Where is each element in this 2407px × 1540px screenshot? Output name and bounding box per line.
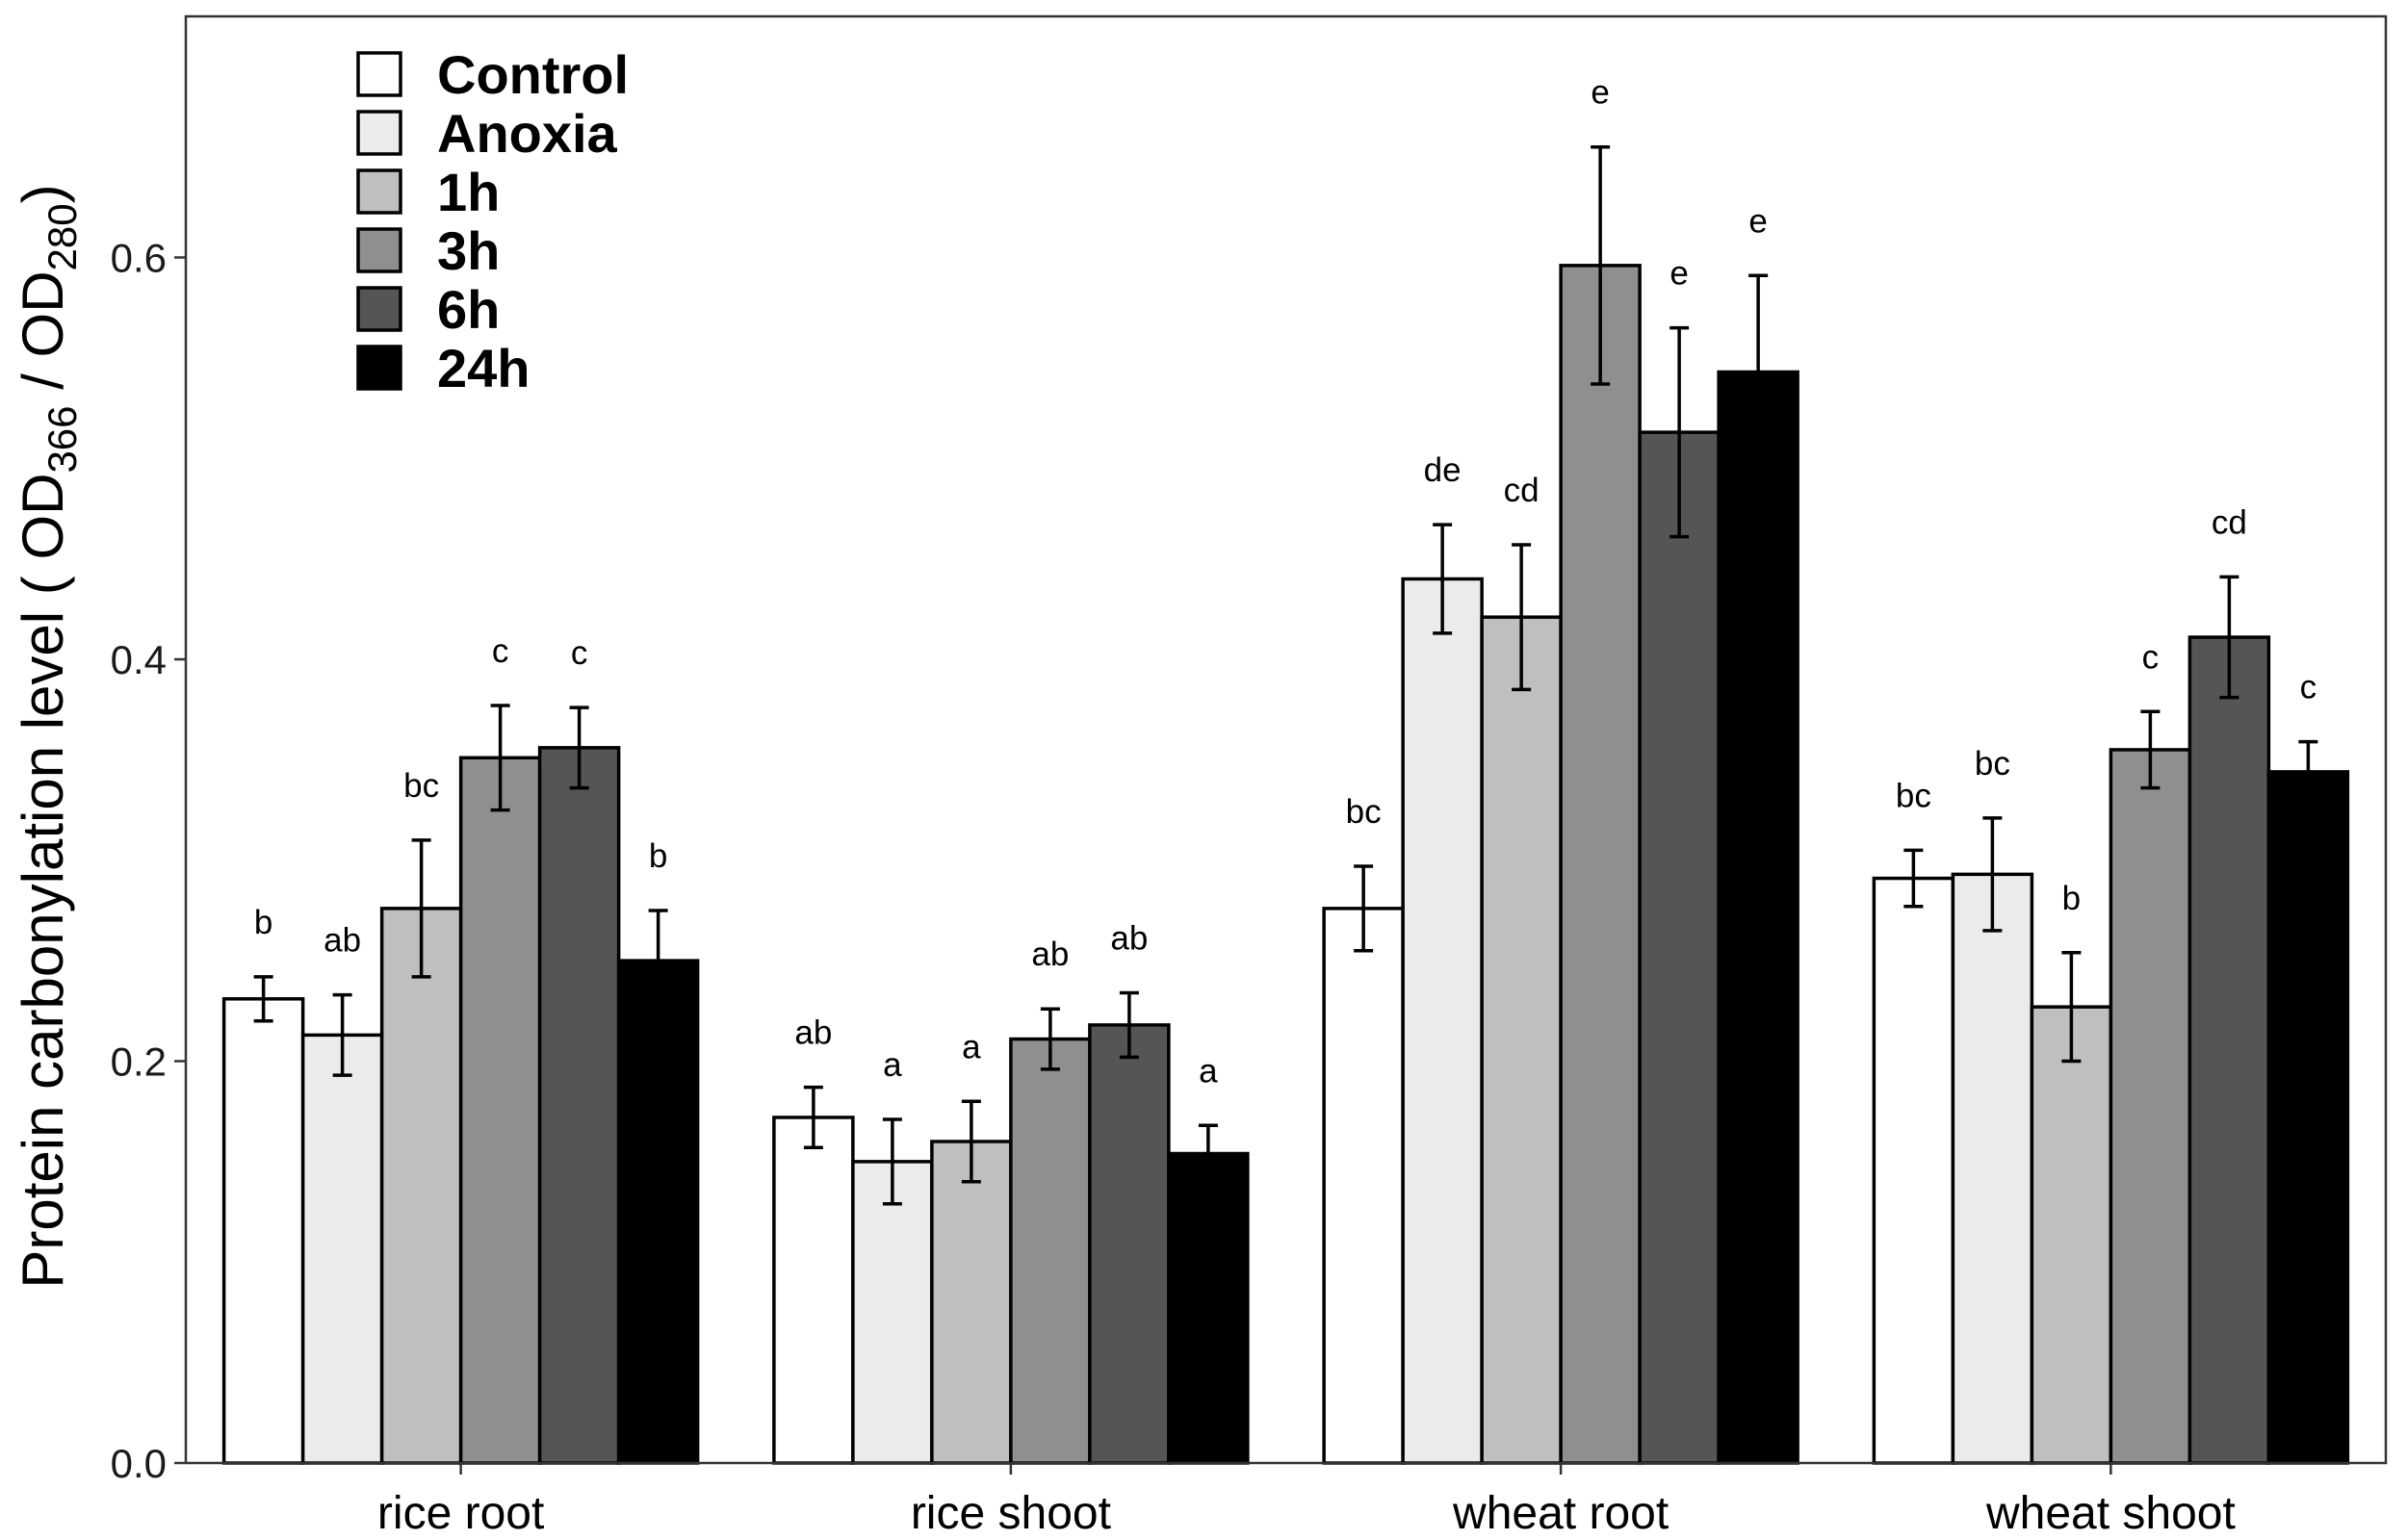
significance-letter: de <box>1424 451 1462 489</box>
bar <box>616 959 700 1465</box>
bar <box>221 997 305 1465</box>
significance-letter: c <box>2300 669 2317 706</box>
plot-panel-border <box>184 14 2388 1465</box>
significance-letter: ab <box>324 922 361 960</box>
bar <box>1872 876 1955 1465</box>
x-axis: rice root rice shoot wheat root wheat shoot <box>377 1463 2236 1539</box>
y-axis: 0.0 0.2 0.4 0.6 <box>111 236 186 1486</box>
significance-letter: c <box>2142 638 2160 676</box>
bar <box>1009 1037 1092 1465</box>
error-bars-layer <box>253 144 2318 1206</box>
bar <box>379 907 463 1465</box>
x-tick-label: wheat shoot <box>1985 1488 2236 1539</box>
legend-swatch <box>356 345 402 391</box>
legend-label: 6h <box>437 279 500 340</box>
y-tick-label: 0.0 <box>111 1441 167 1486</box>
y-axis-label-mid: / OD <box>11 270 75 405</box>
bar <box>1717 370 1799 1465</box>
significance-letter: c <box>492 632 509 670</box>
legend-swatch <box>356 286 402 332</box>
x-tick-label: rice root <box>377 1488 544 1539</box>
significance-letter: cd <box>1504 472 1540 509</box>
significance-letter: e <box>1591 74 1609 112</box>
bar <box>1401 577 1484 1465</box>
bars-layer <box>221 264 2350 1465</box>
bar <box>1951 872 2034 1465</box>
significance-letter: b <box>254 904 272 941</box>
x-tick-label: rice shoot <box>911 1488 1111 1539</box>
legend-swatch <box>356 168 402 215</box>
bar <box>537 746 621 1465</box>
bar <box>2266 770 2350 1465</box>
bar <box>2109 748 2192 1465</box>
bar <box>1480 615 1563 1465</box>
bar <box>851 1160 934 1465</box>
x-tick-label: wheat root <box>1452 1488 1669 1539</box>
significance-letter: bc <box>1346 793 1382 831</box>
y-axis-label-sub2: 280 <box>39 203 85 270</box>
significance-letter: bc <box>403 767 439 805</box>
y-axis-label-sub1: 366 <box>39 405 85 473</box>
y-tick-label: 0.4 <box>111 637 167 682</box>
significance-letter: a <box>962 1028 981 1065</box>
significance-letter: bc <box>1896 777 1931 814</box>
significance-letter: ab <box>1031 936 1069 973</box>
legend-swatch <box>356 110 402 156</box>
bar <box>1322 907 1405 1465</box>
significance-letter: a <box>883 1046 902 1084</box>
legend-label: Anoxia <box>437 103 618 164</box>
bar <box>1638 430 1721 1465</box>
significance-letter: cd <box>2212 503 2247 541</box>
y-axis-label: Protein carbonylation level ( OD366 / OD… <box>11 184 85 1288</box>
bar <box>1559 264 1642 1465</box>
significance-letter: a <box>1199 1052 1218 1090</box>
significance-letter: ab <box>1110 920 1148 958</box>
significance-letter: bc <box>1975 745 2010 783</box>
bar <box>1088 1023 1171 1465</box>
significance-letter: b <box>2062 880 2081 917</box>
y-tick-label: 0.6 <box>111 236 167 281</box>
bar <box>930 1140 1013 1465</box>
legend-swatch <box>356 51 402 97</box>
significance-letter: c <box>571 634 588 672</box>
significance-letter: e <box>1669 255 1688 293</box>
y-axis-label-main: Protein carbonylation level ( OD <box>11 474 75 1289</box>
legend-label: 3h <box>437 220 500 281</box>
bar <box>2030 1005 2113 1465</box>
legend-label: 1h <box>437 162 500 222</box>
bar <box>772 1116 855 1465</box>
y-axis-label-end: ) <box>11 184 75 203</box>
bar <box>2187 635 2271 1465</box>
bar <box>458 756 542 1465</box>
y-tick-label: 0.2 <box>111 1040 167 1085</box>
significance-letter: e <box>1748 202 1767 240</box>
legend-label: 24h <box>437 338 531 398</box>
significance-letter: b <box>649 837 667 875</box>
legend-swatch <box>356 227 402 273</box>
significance-letter: ab <box>794 1014 832 1052</box>
legend-label: Control <box>437 44 629 105</box>
bar <box>300 1033 384 1465</box>
bar <box>1167 1151 1250 1465</box>
